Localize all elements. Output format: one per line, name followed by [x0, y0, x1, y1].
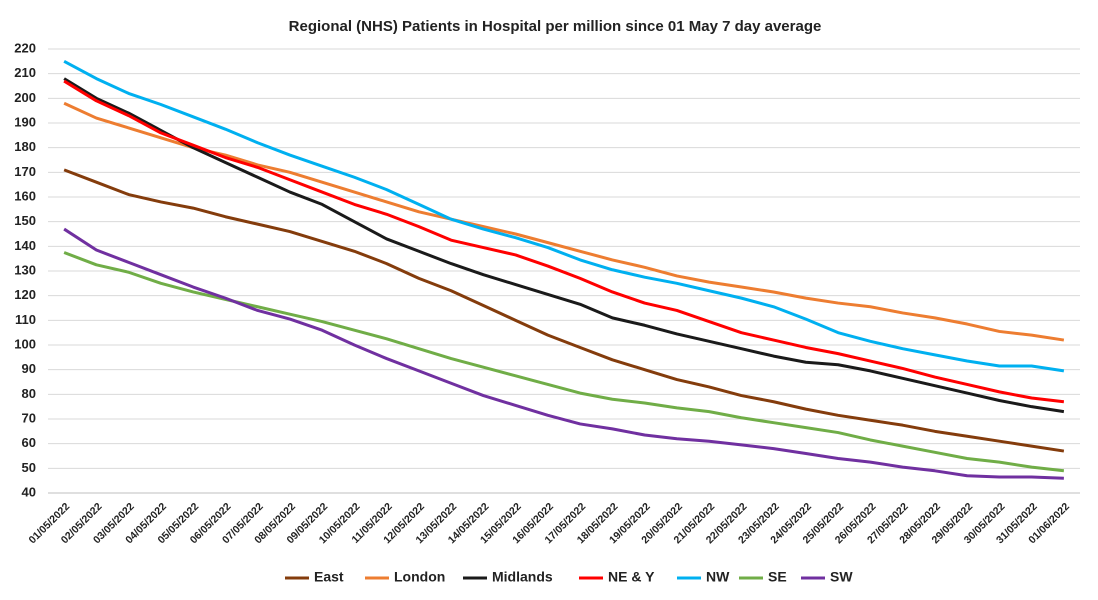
y-tick-label: 200 [14, 90, 36, 105]
series-line [63, 79, 1065, 404]
legend-label: SE [768, 569, 787, 585]
y-tick-label: 220 [14, 40, 36, 55]
legend-label: Midlands [492, 569, 553, 585]
chart-title: Regional (NHS) Patients in Hospital per … [289, 18, 822, 35]
y-tick-label: 210 [14, 65, 36, 80]
y-tick-label: 140 [14, 238, 36, 253]
y-tick-label: 180 [14, 139, 36, 154]
series-line [63, 168, 1065, 453]
y-tick-label: 160 [14, 188, 36, 203]
y-tick-label: 120 [14, 287, 36, 302]
series-line [63, 227, 1064, 480]
series-line [63, 60, 1065, 373]
y-tick-label: 130 [14, 262, 36, 277]
y-tick-label: 190 [14, 114, 36, 129]
series-line [63, 77, 1065, 414]
legend-label: SW [830, 569, 853, 585]
legend-label: London [394, 569, 445, 585]
legend-label: NE & Y [608, 569, 655, 585]
y-tick-label: 150 [14, 213, 36, 228]
y-tick-label: 110 [15, 312, 36, 327]
y-tick-label: 60 [22, 435, 36, 450]
series-line [63, 101, 1065, 342]
y-tick-label: 80 [22, 386, 36, 401]
y-tick-label: 40 [22, 484, 36, 499]
y-tick-label: 170 [14, 164, 36, 179]
legend-label: NW [706, 569, 730, 585]
legend-label: East [314, 569, 344, 585]
y-tick-label: 70 [22, 410, 36, 425]
series-line [63, 251, 1065, 473]
y-tick-label: 100 [14, 336, 36, 351]
y-tick-label: 90 [22, 361, 36, 376]
y-tick-label: 50 [22, 460, 36, 475]
